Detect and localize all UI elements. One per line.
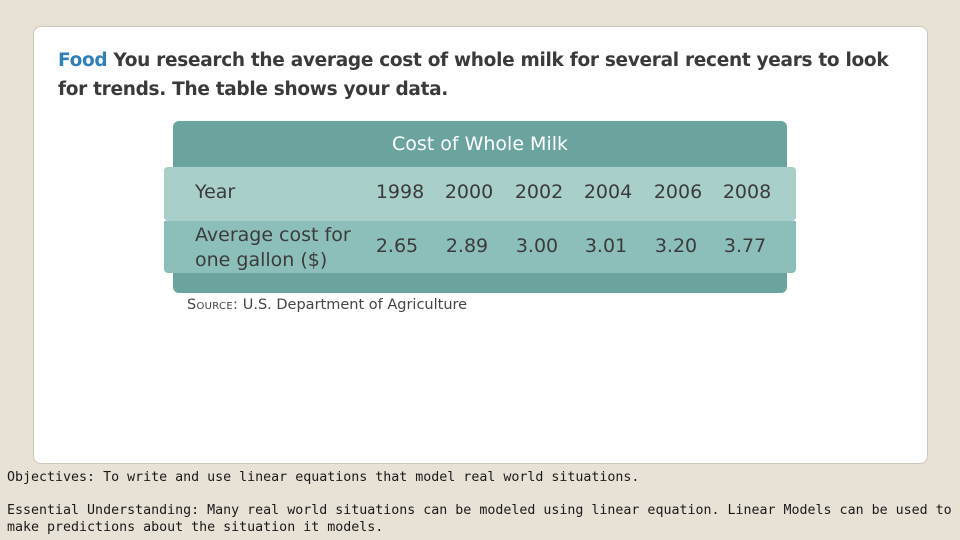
table-row-cost [164,221,796,273]
table-footer-band [173,273,787,293]
cost-cell: 3.01 [584,235,628,257]
cost-cell: 3.20 [654,235,698,257]
milk-cost-table: Cost of Whole Milk Year Average cost for… [164,121,796,293]
year-cell: 2000 [444,181,494,203]
cost-label-line1: Average cost for [195,224,351,246]
cost-cell: 2.89 [445,235,489,257]
year-row-label: Year [195,181,236,203]
year-cell: 2002 [514,181,564,203]
year-cell: 2008 [722,181,772,203]
cost-cell: 3.77 [723,235,767,257]
problem-statement: Food You research the average cost of who… [58,46,898,104]
table-title: Cost of Whole Milk [391,133,569,155]
cost-cell: 3.00 [515,235,559,257]
cost-row-label: Average cost for one gallon ($) [195,223,351,273]
source-citation: Source: U.S. Department of Agriculture [187,297,467,313]
cost-label-line2: one gallon ($) [195,249,328,271]
problem-lead: Food [58,50,108,71]
source-text: U.S. Department of Agriculture [242,297,468,313]
essential-understanding-text: Essential Understanding: Many real world… [7,503,952,535]
objectives-text: Objectives: To write and use linear equa… [7,470,640,485]
problem-text: You research the average cost of whole m… [58,50,889,100]
year-cell: 1998 [375,181,425,203]
table-row-year [164,167,796,221]
source-label: Source: [187,297,239,313]
year-cell: 2004 [583,181,633,203]
cost-cell: 2.65 [375,235,419,257]
table-header [173,121,787,167]
year-cell: 2006 [653,181,703,203]
